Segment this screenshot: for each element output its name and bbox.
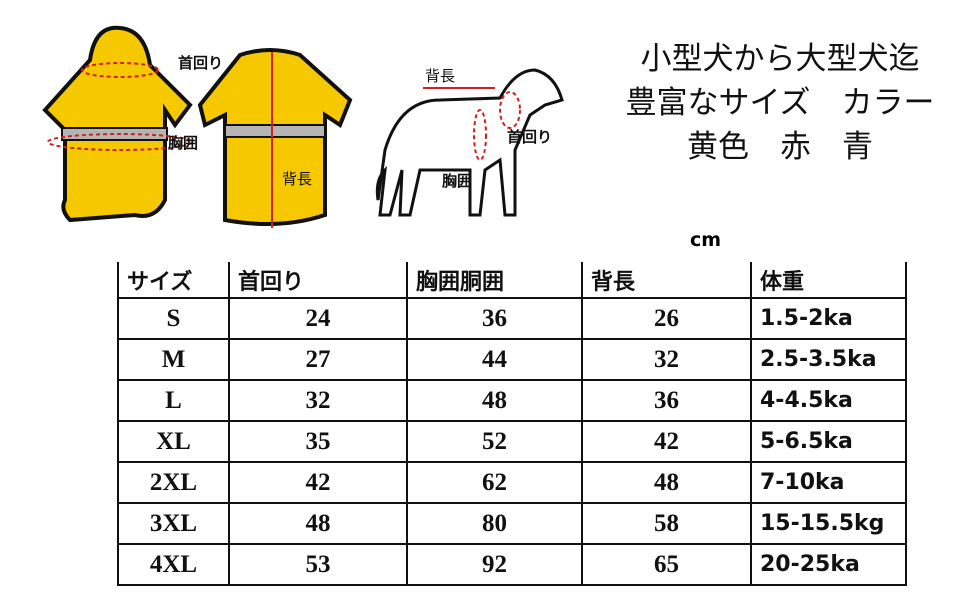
label-dog-neck: 首回り xyxy=(507,128,553,146)
cell-back-length: 58 xyxy=(581,502,752,545)
header-back-length: 背長 xyxy=(581,262,752,299)
table-row: 3XL 48 80 58 15-15.5kg xyxy=(117,502,907,545)
size-table: サイズ 首回り 胸囲胴囲 背長 体重 S 24 36 26 1.5-2ka M 27 44 32… xyxy=(117,262,907,586)
table-row: XL 35 52 42 5-6.5ka xyxy=(117,420,907,463)
dog-outline xyxy=(375,68,564,217)
label-dog-back: 背長 xyxy=(425,67,456,85)
raincoat-back xyxy=(197,48,353,228)
table-row: S 24 36 26 1.5-2ka xyxy=(117,297,907,340)
label-neck: 首回り xyxy=(178,54,224,72)
raincoat-front xyxy=(42,25,193,223)
header-chest-waist: 胸囲胴囲 xyxy=(406,262,583,299)
unit-label: cm xyxy=(690,229,722,251)
product-illustration xyxy=(42,25,564,228)
label-chest: 胸囲 xyxy=(168,134,199,152)
label-back: 背長 xyxy=(282,170,313,188)
cell-neck: 53 xyxy=(228,543,408,586)
cell-chest-waist: 92 xyxy=(406,543,583,586)
header-neck: 首回り xyxy=(228,262,408,299)
table-row: 4XL 53 92 65 20-25ka xyxy=(117,543,907,586)
cell-size: 4XL xyxy=(117,543,230,586)
cell-neck: 42 xyxy=(228,461,408,504)
cell-neck: 24 xyxy=(228,297,408,340)
table-row: L 32 48 36 4-4.5ka xyxy=(117,379,907,422)
cell-back-length: 26 xyxy=(581,297,752,340)
table-header-row: サイズ 首回り 胸囲胴囲 背長 体重 xyxy=(117,262,907,299)
label-dog-chest: 胸囲 xyxy=(442,172,473,190)
cell-neck: 27 xyxy=(228,338,408,381)
table-row: M 27 44 32 2.5-3.5ka xyxy=(117,338,907,381)
header-weight: 体重 xyxy=(750,262,907,299)
cell-size: L xyxy=(117,379,230,422)
cell-size: 2XL xyxy=(117,461,230,504)
cell-weight: 7-10ka xyxy=(750,461,907,504)
cell-chest-waist: 80 xyxy=(406,502,583,545)
table-row: 2XL 42 62 48 7-10ka xyxy=(117,461,907,504)
cell-back-length: 65 xyxy=(581,543,752,586)
cell-back-length: 36 xyxy=(581,379,752,422)
cell-weight: 20-25ka xyxy=(750,543,907,586)
cell-weight: 5-6.5ka xyxy=(750,420,907,463)
cell-back-length: 42 xyxy=(581,420,752,463)
cell-neck: 48 xyxy=(228,502,408,545)
cell-chest-waist: 44 xyxy=(406,338,583,381)
cell-neck: 32 xyxy=(228,379,408,422)
cell-neck: 35 xyxy=(228,420,408,463)
cell-chest-waist: 62 xyxy=(406,461,583,504)
cell-weight: 15-15.5kg xyxy=(750,502,907,545)
cell-chest-waist: 36 xyxy=(406,297,583,340)
cell-chest-waist: 48 xyxy=(406,379,583,422)
cell-size: 3XL xyxy=(117,502,230,545)
header-size: サイズ xyxy=(117,262,230,299)
cell-weight: 1.5-2ka xyxy=(750,297,907,340)
cell-chest-waist: 52 xyxy=(406,420,583,463)
headline-line-3: 黄色 赤 青 xyxy=(687,129,873,165)
cell-weight: 4-4.5ka xyxy=(750,379,907,422)
cell-back-length: 48 xyxy=(581,461,752,504)
headline-line-2: 豊富なサイズ カラー xyxy=(625,85,935,121)
cell-back-length: 32 xyxy=(581,338,752,381)
cell-size: S xyxy=(117,297,230,340)
headline-line-1: 小型犬から大型犬迄 xyxy=(640,41,920,77)
cell-size: XL xyxy=(117,420,230,463)
cell-weight: 2.5-3.5ka xyxy=(750,338,907,381)
cell-size: M xyxy=(117,338,230,381)
